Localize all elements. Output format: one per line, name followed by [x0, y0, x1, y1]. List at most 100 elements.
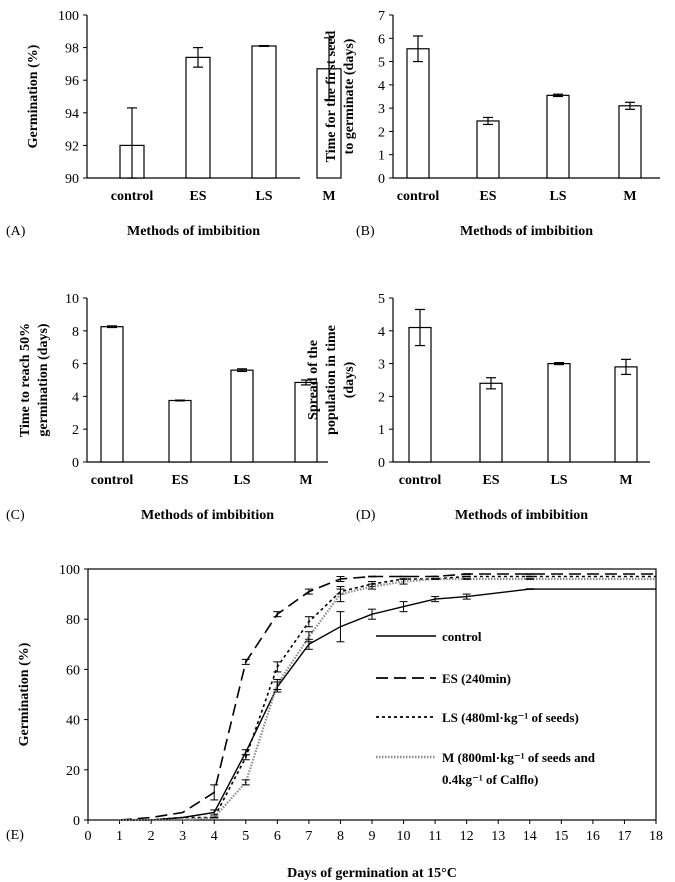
x-tick-label: 14 [523, 829, 537, 844]
panel-c: 0 2 4 6 8 10 control ES LS M Methods of imbibition… [6, 292, 328, 523]
category-label: control [111, 189, 154, 204]
legend: control ES (240min) LS (480ml·kg⁻¹ of seed… [376, 629, 596, 787]
y-tick-label: 5 [378, 56, 385, 71]
x-tick-label: 2 [148, 829, 155, 844]
category-label: M [299, 473, 312, 488]
bar-es [479, 382, 503, 463]
category-label: control [91, 473, 134, 488]
y-tick-label: 100 [58, 9, 79, 24]
y-tick-label: 94 [65, 107, 79, 122]
y-tick-label: 0 [73, 814, 80, 829]
y-tick-label: 2 [378, 125, 385, 140]
y-tick-label: 0 [72, 456, 79, 471]
x-tick-label: 0 [85, 829, 92, 844]
y-axis-title: population in time [324, 325, 339, 435]
panel-label: (B) [356, 224, 375, 239]
category-label: M [623, 189, 636, 204]
x-tick-label: 12 [460, 829, 474, 844]
x-tick-label: 10 [397, 829, 411, 844]
category-label: LS [255, 189, 272, 204]
bar-control [100, 326, 124, 463]
y-tick-label: 98 [65, 42, 79, 57]
x-axis-title: Methods of imbibition [127, 224, 260, 239]
category-label: ES [479, 189, 496, 204]
panel-label: (A) [6, 224, 26, 239]
category-label: ES [171, 473, 188, 488]
y-tick-label: 6 [72, 358, 79, 373]
bar-ls [547, 363, 571, 463]
bar-es [185, 56, 211, 179]
x-axis-title: Methods of imbibition [141, 508, 274, 523]
x-axis-title: Days of germination at 15°C [287, 866, 457, 881]
y-tick-label: 80 [66, 613, 80, 628]
legend-label: ES (240min) [442, 671, 511, 686]
y-tick-label: 92 [65, 139, 79, 154]
bar-es [476, 120, 500, 179]
bar-control [408, 326, 432, 463]
y-tick-label: 40 [66, 714, 80, 729]
y-axis-title: Germination (%) [26, 44, 41, 148]
y-tick-label: 10 [65, 292, 79, 307]
y-axis-title: to germinate (days) [342, 38, 357, 154]
y-axis-title: (days) [342, 361, 357, 398]
y-tick-label: 6 [378, 32, 385, 47]
category-label: control [397, 189, 440, 204]
panel-label: (C) [6, 508, 25, 523]
y-axis-title: germination (days) [36, 323, 51, 437]
x-tick-label: 16 [586, 829, 600, 844]
y-axis-title: Germination (%) [17, 642, 32, 746]
panel-label: (E) [6, 828, 24, 843]
series-line-1 [119, 573, 656, 821]
y-tick-label: 0 [378, 456, 385, 471]
x-tick-label: 17 [617, 829, 631, 844]
plot-frame [87, 568, 657, 821]
category-label: control [399, 473, 442, 488]
category-label: M [619, 473, 632, 488]
category-label: M [322, 189, 335, 204]
y-tick-label: 0 [378, 172, 385, 187]
y-axis-title: Spread of the [306, 340, 321, 420]
panel-d: 0 1 2 3 4 5 control ES LS M Methods of imbibition (… [306, 292, 650, 523]
x-tick-label: 5 [242, 829, 249, 844]
x-tick-label: 1 [116, 829, 123, 844]
y-axis-title: Time to reach 50% [18, 323, 33, 437]
legend-label: M (800ml·kg⁻¹ of seeds and [442, 750, 596, 765]
y-tick-label: 2 [378, 390, 385, 405]
y-tick-label: 4 [378, 325, 385, 340]
y-tick-label: 96 [65, 74, 79, 89]
x-tick-label: 13 [491, 829, 505, 844]
y-tick-label: 90 [65, 172, 79, 187]
panel-label: (D) [356, 508, 376, 523]
y-tick-label: 8 [72, 325, 79, 340]
y-tick-label: 60 [66, 663, 80, 678]
legend-label: control [442, 629, 482, 644]
legend-label: LS (480ml·kg⁻¹ of seeds) [442, 710, 579, 725]
panel-b: 0 1 2 3 4 5 6 7 control ES LS M Methods of imbibitio… [324, 9, 660, 239]
y-tick-label: 4 [72, 390, 79, 405]
y-tick-label: 100 [59, 563, 80, 578]
y-tick-label: 2 [72, 423, 79, 438]
x-tick-label: 15 [554, 829, 568, 844]
category-label: LS [233, 473, 250, 488]
series-line-3 [119, 577, 656, 822]
x-tick-label: 11 [428, 829, 441, 844]
x-tick-label: 6 [274, 829, 281, 844]
x-tick-label: 3 [179, 829, 186, 844]
y-tick-label: 3 [378, 358, 385, 373]
y-tick-label: 20 [66, 764, 80, 779]
bar-ls [230, 369, 254, 463]
y-axis-title: Time for the first seed [324, 30, 339, 162]
series-line-0 [119, 588, 656, 821]
x-tick-label: 4 [211, 829, 218, 844]
series-line-2 [119, 575, 656, 821]
y-tick-label: 1 [378, 149, 385, 164]
x-tick-label: 8 [337, 829, 344, 844]
panel-a: 90 92 94 96 98 100 control ES LS M Methods of imbi… [6, 9, 342, 239]
x-tick-label: 9 [369, 829, 376, 844]
category-label: ES [189, 189, 206, 204]
bar-ls [546, 94, 570, 179]
y-tick-label: 7 [378, 9, 385, 24]
bar-m [618, 105, 642, 179]
category-label: LS [549, 189, 566, 204]
y-tick-label: 5 [378, 292, 385, 307]
